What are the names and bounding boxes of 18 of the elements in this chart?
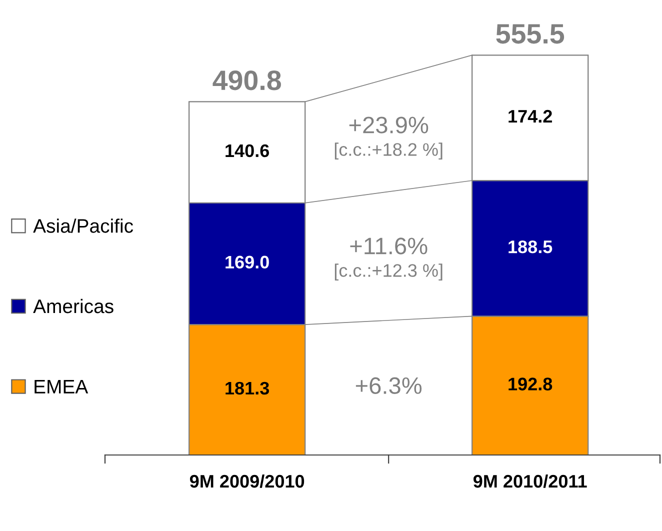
text: Asia/Pacific xyxy=(33,218,134,233)
total-label: 490.8 xyxy=(212,70,281,90)
legend-label: EMEA xyxy=(34,380,88,394)
total-label: 555.5 xyxy=(496,24,564,44)
data-label: 169.0 xyxy=(226,256,269,269)
annotation: [c.c.:+12.3 %] xyxy=(334,264,442,280)
x-tick-label: 9M 2010/2011 xyxy=(474,474,587,488)
annotation: +11.6% xyxy=(350,238,428,254)
data-label: 192.8 xyxy=(508,378,552,390)
data-label: 140.6 xyxy=(226,144,270,158)
annotation: +6.3% xyxy=(356,377,422,394)
annotation: [c.c.:+18.2 %] xyxy=(334,142,442,160)
data-label: 174.2 xyxy=(508,110,552,123)
legend-label: Americas xyxy=(33,298,114,314)
data-label: 181.3 xyxy=(226,382,270,395)
x-tick-label: 9M 2009/2010 xyxy=(190,474,304,488)
data-label: 188.5 xyxy=(508,240,552,254)
annotation: +23.9% xyxy=(349,116,428,134)
